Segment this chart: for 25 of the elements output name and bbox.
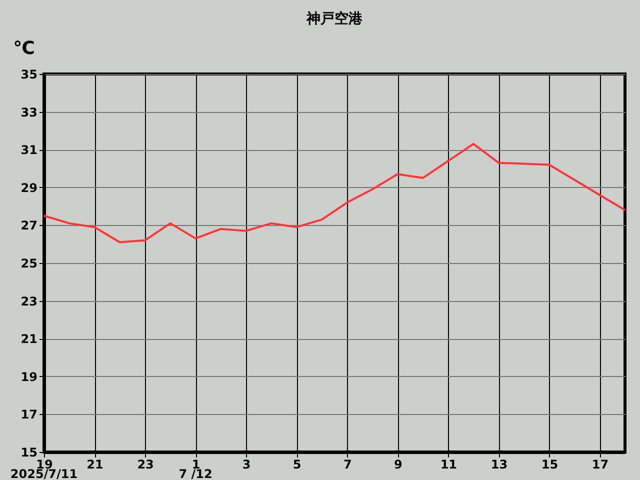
x-tick-label: 5 <box>292 458 302 472</box>
y-tick-label: 23 <box>20 294 38 308</box>
x-tick-label: 13 <box>490 458 508 472</box>
y-axis-title: ℃ <box>13 38 35 59</box>
x-tick-label: 11 <box>440 458 458 472</box>
x-tick-label: 15 <box>541 458 558 472</box>
y-tick-label: 25 <box>20 256 38 270</box>
x-tick-label: 9 <box>394 458 402 472</box>
y-tick-label: 19 <box>20 370 38 384</box>
y-tick-label: 27 <box>20 218 38 233</box>
y-tick-label: 15 <box>20 446 38 460</box>
x-tick-label: 21 <box>86 458 104 472</box>
y-tick-label: 17 <box>20 408 38 422</box>
y-tick-label: 31 <box>20 143 38 158</box>
x-tick-label: 23 <box>137 458 154 472</box>
line-series <box>43 142 626 244</box>
y-tick-label: 35 <box>20 68 38 82</box>
chart-title: 神戸空港 <box>306 10 364 27</box>
text: 7 /12 <box>178 467 212 480</box>
x-tick-label: 17 <box>592 458 609 472</box>
x-tick-label: 7 <box>343 458 352 472</box>
y-tick-label: 21 <box>20 332 38 346</box>
y-tick-label: 33 <box>20 105 38 120</box>
x-tick-label: 3 <box>242 458 251 472</box>
y-tick-label: 29 <box>20 180 38 195</box>
